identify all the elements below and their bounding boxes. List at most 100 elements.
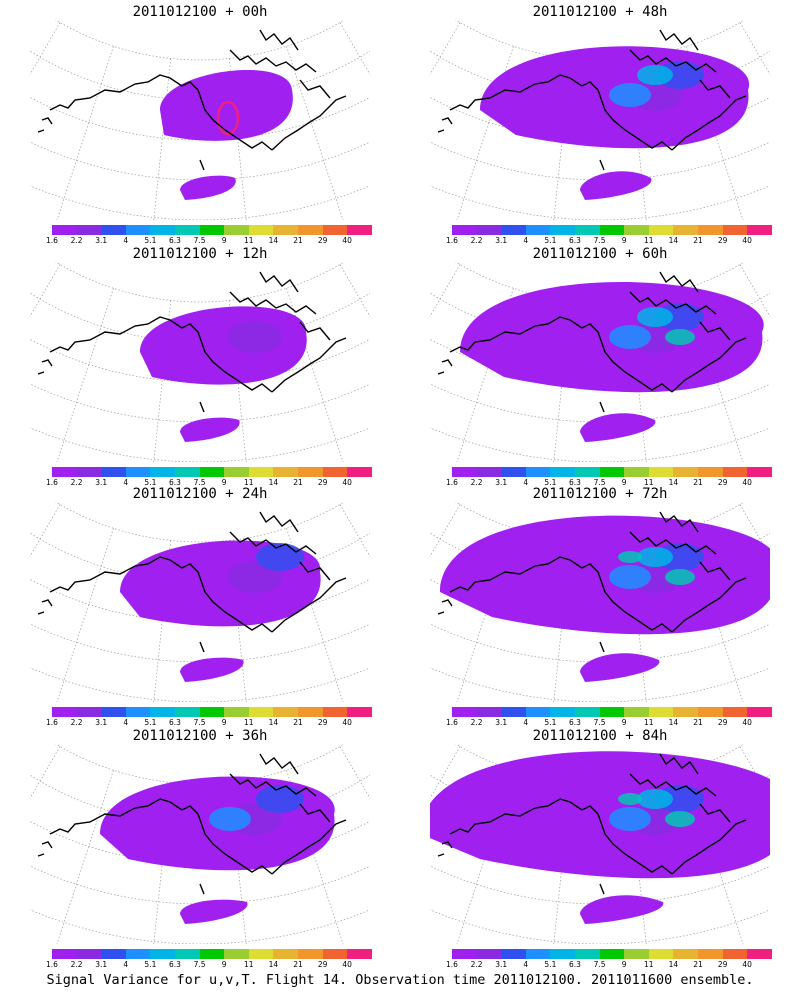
colorbar-swatch bbox=[697, 467, 723, 477]
colorbar-tick-label: 21 bbox=[693, 478, 703, 487]
map-plot bbox=[430, 20, 770, 220]
colorbar-swatch bbox=[599, 949, 625, 959]
coastline bbox=[49, 556, 183, 593]
coastline bbox=[659, 29, 699, 51]
figure-caption: Signal Variance for u,v,T. Flight 14. Ob… bbox=[46, 972, 754, 988]
colorbar-swatch bbox=[452, 949, 477, 959]
coastline bbox=[299, 803, 331, 823]
longitude-gridline bbox=[339, 22, 370, 76]
colorbar-swatch bbox=[697, 949, 723, 959]
variance-region bbox=[656, 785, 704, 813]
coastline bbox=[259, 511, 299, 533]
colorbar-swatch bbox=[722, 707, 748, 717]
coastline bbox=[199, 401, 205, 413]
variance-region bbox=[580, 413, 656, 442]
coastline bbox=[581, 323, 673, 393]
coastline bbox=[259, 271, 299, 293]
colorbar-swatch bbox=[550, 707, 575, 717]
coastline bbox=[441, 841, 453, 849]
colorbar-swatch bbox=[624, 225, 649, 235]
coastline bbox=[629, 773, 717, 797]
colorbar-ticks: 1.6 2.2 3.1 4 5.1 6.3 7.5 9 11 14 21 29 40 bbox=[46, 236, 352, 246]
variance-region bbox=[665, 811, 695, 827]
colorbar-tick-label: 1.6 bbox=[46, 718, 58, 727]
colorbar-tick-label: 3.1 bbox=[495, 478, 508, 487]
colorbar-swatch bbox=[322, 225, 348, 235]
longitude-gridline bbox=[286, 46, 344, 220]
colorbar-tick-label: 6.3 bbox=[169, 718, 181, 727]
colorbar-tick-label: 40 bbox=[342, 960, 352, 969]
colorbar-swatch bbox=[248, 467, 274, 477]
colorbar-swatch bbox=[76, 949, 102, 959]
colorbar-swatch bbox=[52, 225, 77, 235]
colorbar-swatch bbox=[199, 707, 225, 717]
colorbar-swatch bbox=[224, 225, 249, 235]
colorbar-tick-label: 7.5 bbox=[593, 478, 606, 487]
colorbar-tick-label: 40 bbox=[742, 960, 752, 969]
colorbar-swatch bbox=[525, 707, 551, 717]
panel-title: 2011012100 + 36h bbox=[132, 728, 268, 744]
coastline bbox=[671, 337, 747, 393]
colorbar-swatch bbox=[248, 225, 274, 235]
colorbar-swatch bbox=[501, 707, 526, 717]
colorbar-tick-label: 29 bbox=[717, 718, 728, 727]
variance-region bbox=[656, 61, 704, 89]
colorbar-swatch bbox=[722, 467, 748, 477]
colorbar-tick-label: 11 bbox=[644, 960, 654, 969]
colorbar-tick-label: 9 bbox=[221, 478, 227, 487]
colorbar-tick-label: 3.1 bbox=[95, 236, 108, 245]
forecast-panel: 2011012100 + 48h 1.6 2.2 3.1 4 5.1 6.3 7.5 9 11 14… bbox=[410, 2, 790, 245]
colorbar-swatch bbox=[550, 949, 575, 959]
coastline bbox=[449, 316, 583, 353]
coastline bbox=[49, 74, 183, 111]
colorbar-swatch bbox=[199, 949, 225, 959]
colorbar-tick-label: 14 bbox=[268, 236, 279, 245]
variance-field bbox=[120, 540, 321, 682]
longitude-gridline bbox=[286, 288, 344, 462]
colorbar-tick-label: 7.5 bbox=[593, 960, 606, 969]
forecast-panel: 2011012100 + 84h 1.6 2.2 3.1 4 5.1 6.3 7.5 9 11 14… bbox=[410, 726, 790, 969]
colorbar-swatch bbox=[150, 225, 175, 235]
colorbar-tick-label: 1.6 bbox=[446, 960, 458, 969]
colorbar-tick-label: 14 bbox=[268, 718, 279, 727]
colorbar-swatch bbox=[747, 707, 772, 717]
colorbar-swatch bbox=[722, 949, 748, 959]
coastline bbox=[49, 798, 183, 835]
colorbar-ticks: 1.6 2.2 3.1 4 5.1 6.3 7.5 9 11 14 21 29 40 bbox=[46, 478, 352, 488]
variance-region bbox=[609, 83, 651, 107]
longitude-gridline bbox=[339, 264, 370, 318]
colorbar-swatch bbox=[501, 225, 526, 235]
colorbar-swatch bbox=[297, 467, 323, 477]
coastline bbox=[629, 291, 717, 315]
map-plot bbox=[430, 502, 770, 702]
colorbar-tick-label: 21 bbox=[293, 236, 303, 245]
map-plot bbox=[30, 20, 370, 220]
colorbar-tick-label: 4 bbox=[523, 236, 529, 245]
coastline bbox=[41, 599, 53, 607]
coastline bbox=[659, 271, 699, 293]
colorbar-swatch bbox=[273, 467, 298, 477]
longitude-gridline bbox=[56, 528, 114, 702]
colorbar-tick-label: 6.3 bbox=[569, 960, 581, 969]
colorbar-tick-label: 5.1 bbox=[544, 478, 557, 487]
latitude-gridline bbox=[55, 262, 345, 303]
colorbar-swatch bbox=[525, 225, 551, 235]
coastline bbox=[229, 531, 317, 555]
colorbar-tick-label: 6.3 bbox=[169, 478, 181, 487]
variance-region bbox=[180, 417, 240, 442]
colorbar-swatch bbox=[322, 467, 348, 477]
colorbar-tick-label: 5.1 bbox=[144, 478, 157, 487]
colorbar-tick-label: 14 bbox=[268, 478, 279, 487]
coastline bbox=[271, 577, 347, 633]
colorbar-swatch bbox=[199, 467, 225, 477]
colorbar bbox=[452, 707, 772, 717]
colorbar-swatch bbox=[174, 225, 200, 235]
variance-region bbox=[180, 899, 248, 924]
colorbar-tick-label: 1.6 bbox=[446, 718, 458, 727]
latitude-gridline bbox=[55, 502, 345, 543]
coastline bbox=[49, 316, 183, 353]
coastline bbox=[699, 321, 731, 341]
colorbar-swatch bbox=[599, 225, 625, 235]
colorbar-swatch bbox=[673, 225, 698, 235]
colorbar bbox=[452, 467, 772, 477]
